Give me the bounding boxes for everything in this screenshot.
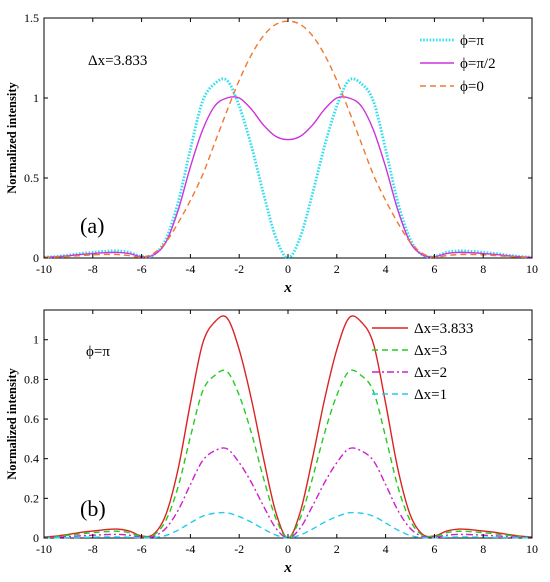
annotation-b: ϕ=π	[86, 344, 110, 360]
legend-label-phi-pi: ϕ=π	[460, 33, 484, 49]
legend-label-phi-half-pi: ϕ=π/2	[460, 56, 496, 72]
x-tick-label: -10	[36, 542, 52, 556]
legend-label-dx-3: Δx=3	[414, 343, 447, 359]
x-tick-label: -4	[185, 262, 195, 276]
x-tick-label: 4	[383, 542, 389, 556]
legend-entry-dx-1: Δx=1	[372, 387, 447, 403]
plot-area-a	[43, 17, 533, 259]
legend-label-dx-2: Δx=2	[414, 365, 447, 381]
x-tick-label: 2	[334, 542, 340, 556]
x-tick-label: 10	[526, 542, 538, 556]
series-line-a-1	[43, 96, 533, 259]
series-line-b-1	[43, 369, 533, 539]
legend-entry-phi-half-pi: ϕ=π/2	[420, 56, 496, 72]
x-tick-label: -2	[234, 542, 244, 556]
y-tick-label: 0.5	[24, 171, 39, 185]
x-tick-label: 6	[431, 542, 437, 556]
legend-label-dx-1: Δx=1	[414, 387, 447, 403]
y-tick-label: 0.2	[24, 491, 39, 505]
annotation-a: Δx=3.833	[88, 53, 147, 69]
x-tick-label: -6	[137, 262, 147, 276]
y-tick-label: 0.8	[24, 372, 39, 386]
chart-panel-a: -10 -8 -6 -4 -2 0 2 4 6 8 10 0 0.5 1 1.5 Δx=3.833 (a)…	[5, 11, 538, 296]
x-tick-label: -8	[88, 262, 98, 276]
y-tick-label: 0.6	[24, 412, 39, 426]
x-tick-label: 0	[285, 262, 291, 276]
y-tick-label: 1.5	[24, 11, 39, 25]
legend-entry-phi-pi: ϕ=π	[420, 33, 484, 49]
x-tick-label: -2	[234, 262, 244, 276]
y-axis-label-b: Normalized intensity	[5, 368, 19, 480]
x-tick-label: 2	[334, 262, 340, 276]
x-tick-label: 10	[526, 262, 538, 276]
x-axis-label-b: x	[283, 560, 292, 576]
x-tick-label: 6	[431, 262, 437, 276]
y-axis-label-a: Normalized intensity	[5, 82, 19, 194]
y-tick-label: 0.4	[24, 452, 39, 466]
y-tick-label: 1	[33, 91, 39, 105]
y-tick-label: 0	[33, 251, 39, 265]
x-tick-label: 4	[383, 262, 389, 276]
legend-b: Δx=3.833 Δx=3 Δx=2 Δx=1	[372, 321, 473, 403]
x-tick-label: -8	[88, 542, 98, 556]
legend-entry-dx-3: Δx=3	[372, 343, 447, 359]
x-tick-label: -4	[185, 542, 195, 556]
y-tick-label: 1	[33, 333, 39, 347]
plot-area-b	[43, 309, 533, 539]
x-tick-label: 8	[480, 262, 486, 276]
legend-label-phi-zero: ϕ=0	[460, 79, 484, 95]
legend-label-dx-3833: Δx=3.833	[414, 321, 473, 337]
chart-panel-b: -10 -8 -6 -4 -2 0 2 4 6 8 10 0 0.2 0.4 0.6 0.8 1 ϕ=π (b…	[5, 309, 538, 576]
x-tick-label: 8	[480, 542, 486, 556]
panel-label-b: (b)	[80, 496, 106, 521]
x-tick-label: -6	[137, 542, 147, 556]
x-axis-label-a: x	[283, 280, 292, 296]
legend-entry-dx-3833: Δx=3.833	[372, 321, 473, 337]
legend-entry-dx-2: Δx=2	[372, 365, 447, 381]
legend-a: ϕ=π ϕ=π/2 ϕ=0	[420, 33, 496, 95]
panel-label-a: (a)	[80, 213, 104, 238]
y-tick-label: 0	[33, 531, 39, 545]
x-tick-label: 0	[285, 542, 291, 556]
x-tick-label: -10	[36, 262, 52, 276]
legend-entry-phi-zero: ϕ=0	[420, 79, 484, 95]
